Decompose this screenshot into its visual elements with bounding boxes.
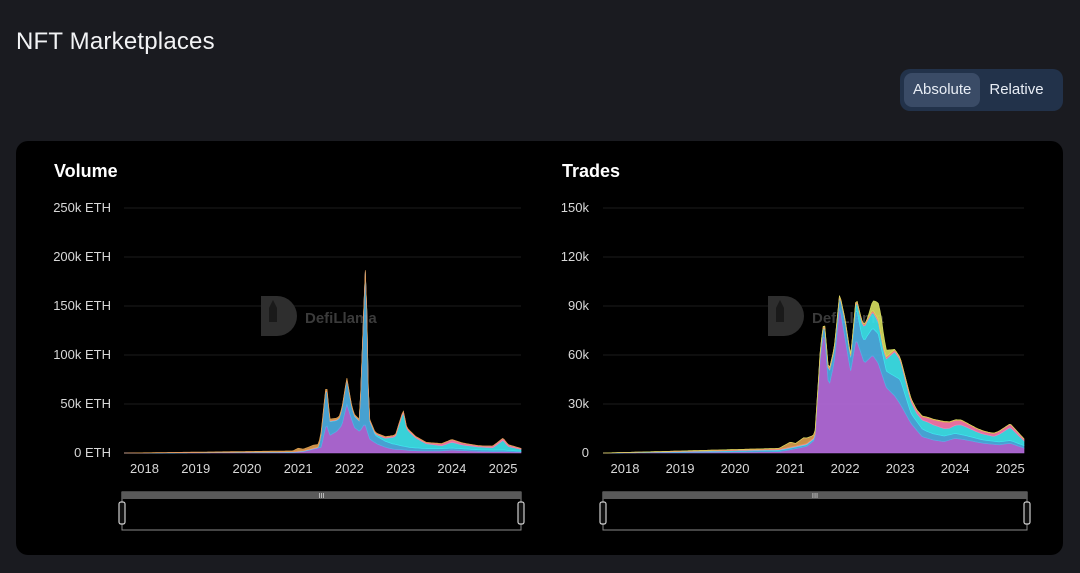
- y-tick-label: 0 ETH: [74, 445, 111, 460]
- x-tick-label: 2022: [335, 461, 364, 476]
- x-tick-label: 2025: [489, 461, 518, 476]
- slider-bar: [122, 492, 521, 499]
- y-tick-label: 0: [582, 445, 589, 460]
- y-tick-label: 250k ETH: [53, 200, 111, 215]
- x-tick-label: 2022: [831, 461, 860, 476]
- slider-right-handle[interactable]: [1023, 501, 1031, 525]
- trades-chart-title: Trades: [562, 161, 621, 181]
- page-title: NFT Marketplaces: [16, 28, 215, 55]
- y-tick-label: 120k: [561, 249, 590, 264]
- x-tick-label: 2021: [284, 461, 313, 476]
- x-tick-label: 2024: [941, 461, 970, 476]
- slider-left-handle[interactable]: [599, 501, 607, 525]
- x-tick-label: 2023: [386, 461, 415, 476]
- x-tick-label: 2018: [130, 461, 159, 476]
- x-tick-label: 2018: [611, 461, 640, 476]
- x-tick-label: 2020: [232, 461, 261, 476]
- y-tick-label: 50k ETH: [60, 396, 111, 411]
- y-tick-label: 200k ETH: [53, 249, 111, 264]
- slider-right-handle[interactable]: [517, 501, 525, 525]
- view-mode-toggle: Absolute Relative: [900, 69, 1063, 111]
- x-tick-label: 2023: [886, 461, 915, 476]
- area-series: [124, 272, 522, 454]
- y-tick-label: 100k ETH: [53, 347, 111, 362]
- slider-center-handle: III: [812, 492, 818, 500]
- range-slider: III: [599, 491, 1031, 531]
- charts-canvas: 0 ETH 50k ETH 100k ETH 150k ETH 200k ETH 250k…: [53, 200, 1031, 531]
- defillama-logo-icon: [261, 296, 297, 336]
- slider-bar: [603, 492, 1027, 499]
- volume-chart: 0 ETH 50k ETH 100k ETH 150k ETH 200k ETH 250k…: [53, 200, 525, 531]
- x-tick-label: 2019: [181, 461, 210, 476]
- y-tick-label: 150k ETH: [53, 298, 111, 313]
- defillama-logo-icon: [768, 296, 804, 336]
- y-tick-label: 60k: [568, 347, 589, 362]
- charts-panel: Volume Trades 0 ETH 50k ETH 100k ETH 150k E…: [16, 141, 1063, 555]
- slider-center-handle: III: [318, 492, 324, 500]
- x-tick-label: 2019: [666, 461, 695, 476]
- area-series: [603, 295, 1025, 454]
- range-slider: III: [118, 491, 525, 531]
- volume-chart-title: Volume: [54, 161, 118, 181]
- y-tick-label: 90k: [568, 298, 589, 313]
- watermark-text: DefiLlama: [305, 310, 377, 327]
- x-tick-label: 2021: [776, 461, 805, 476]
- x-tick-label: 2024: [437, 461, 466, 476]
- slider-left-handle[interactable]: [118, 501, 126, 525]
- y-tick-label: 150k: [561, 200, 590, 215]
- y-tick-label: 30k: [568, 396, 589, 411]
- x-tick-label: 2020: [721, 461, 750, 476]
- absolute-toggle-button[interactable]: Absolute: [904, 73, 981, 107]
- relative-toggle-button[interactable]: Relative: [989, 81, 1044, 98]
- area-series: [124, 270, 522, 454]
- x-tick-label: 2025: [996, 461, 1025, 476]
